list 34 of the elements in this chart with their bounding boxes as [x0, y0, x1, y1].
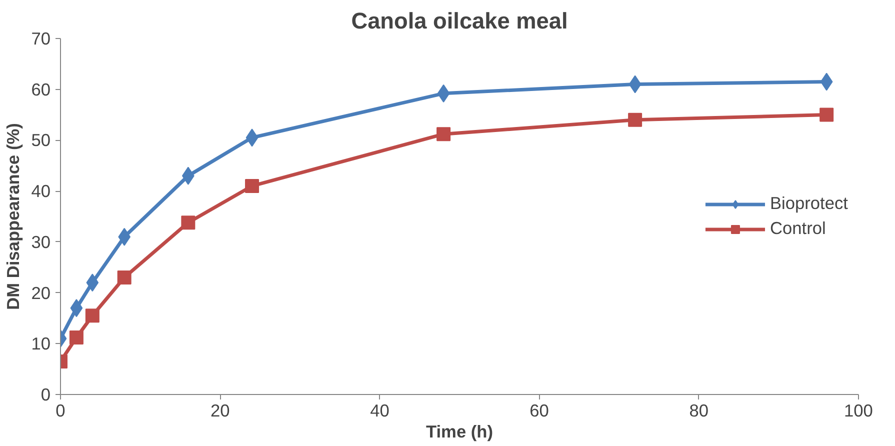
x-tick-label: 20: [210, 400, 230, 420]
point: [628, 112, 642, 127]
point: [436, 127, 451, 142]
y-tick-label: 70: [31, 28, 51, 48]
point: [820, 108, 834, 122]
y-tick-label: 0: [40, 384, 51, 404]
point: [245, 178, 260, 193]
point: [86, 274, 99, 292]
x-tick-label: 0: [56, 400, 66, 420]
point: [69, 330, 84, 345]
x-tick-label: 80: [689, 400, 709, 420]
point: [181, 216, 196, 230]
y-tick-label: 20: [31, 282, 51, 303]
point: [118, 228, 131, 246]
y-tick-label: 50: [31, 130, 51, 150]
y-tick-label: 40: [31, 181, 51, 202]
point: [628, 75, 642, 94]
y-tick-label: 60: [31, 79, 51, 100]
point: [117, 270, 132, 285]
chart-title: Canola oilcake meal: [351, 8, 568, 34]
legend-label: Bioprotect: [770, 193, 848, 214]
x-tick-label: 40: [370, 400, 390, 420]
y-axis-title: DM Disappearance (%): [3, 123, 24, 310]
x-axis-title: Time (h): [426, 422, 494, 442]
point: [85, 308, 100, 323]
point: [70, 299, 83, 318]
x-tick-label: 100: [844, 400, 873, 420]
point: [437, 84, 450, 102]
legend-label: Control: [770, 218, 826, 239]
point: [820, 72, 833, 91]
y-tick-label: 30: [31, 232, 51, 252]
y-tick-label: 10: [31, 334, 51, 354]
point: [246, 128, 258, 147]
x-tick-label: 60: [530, 400, 549, 420]
